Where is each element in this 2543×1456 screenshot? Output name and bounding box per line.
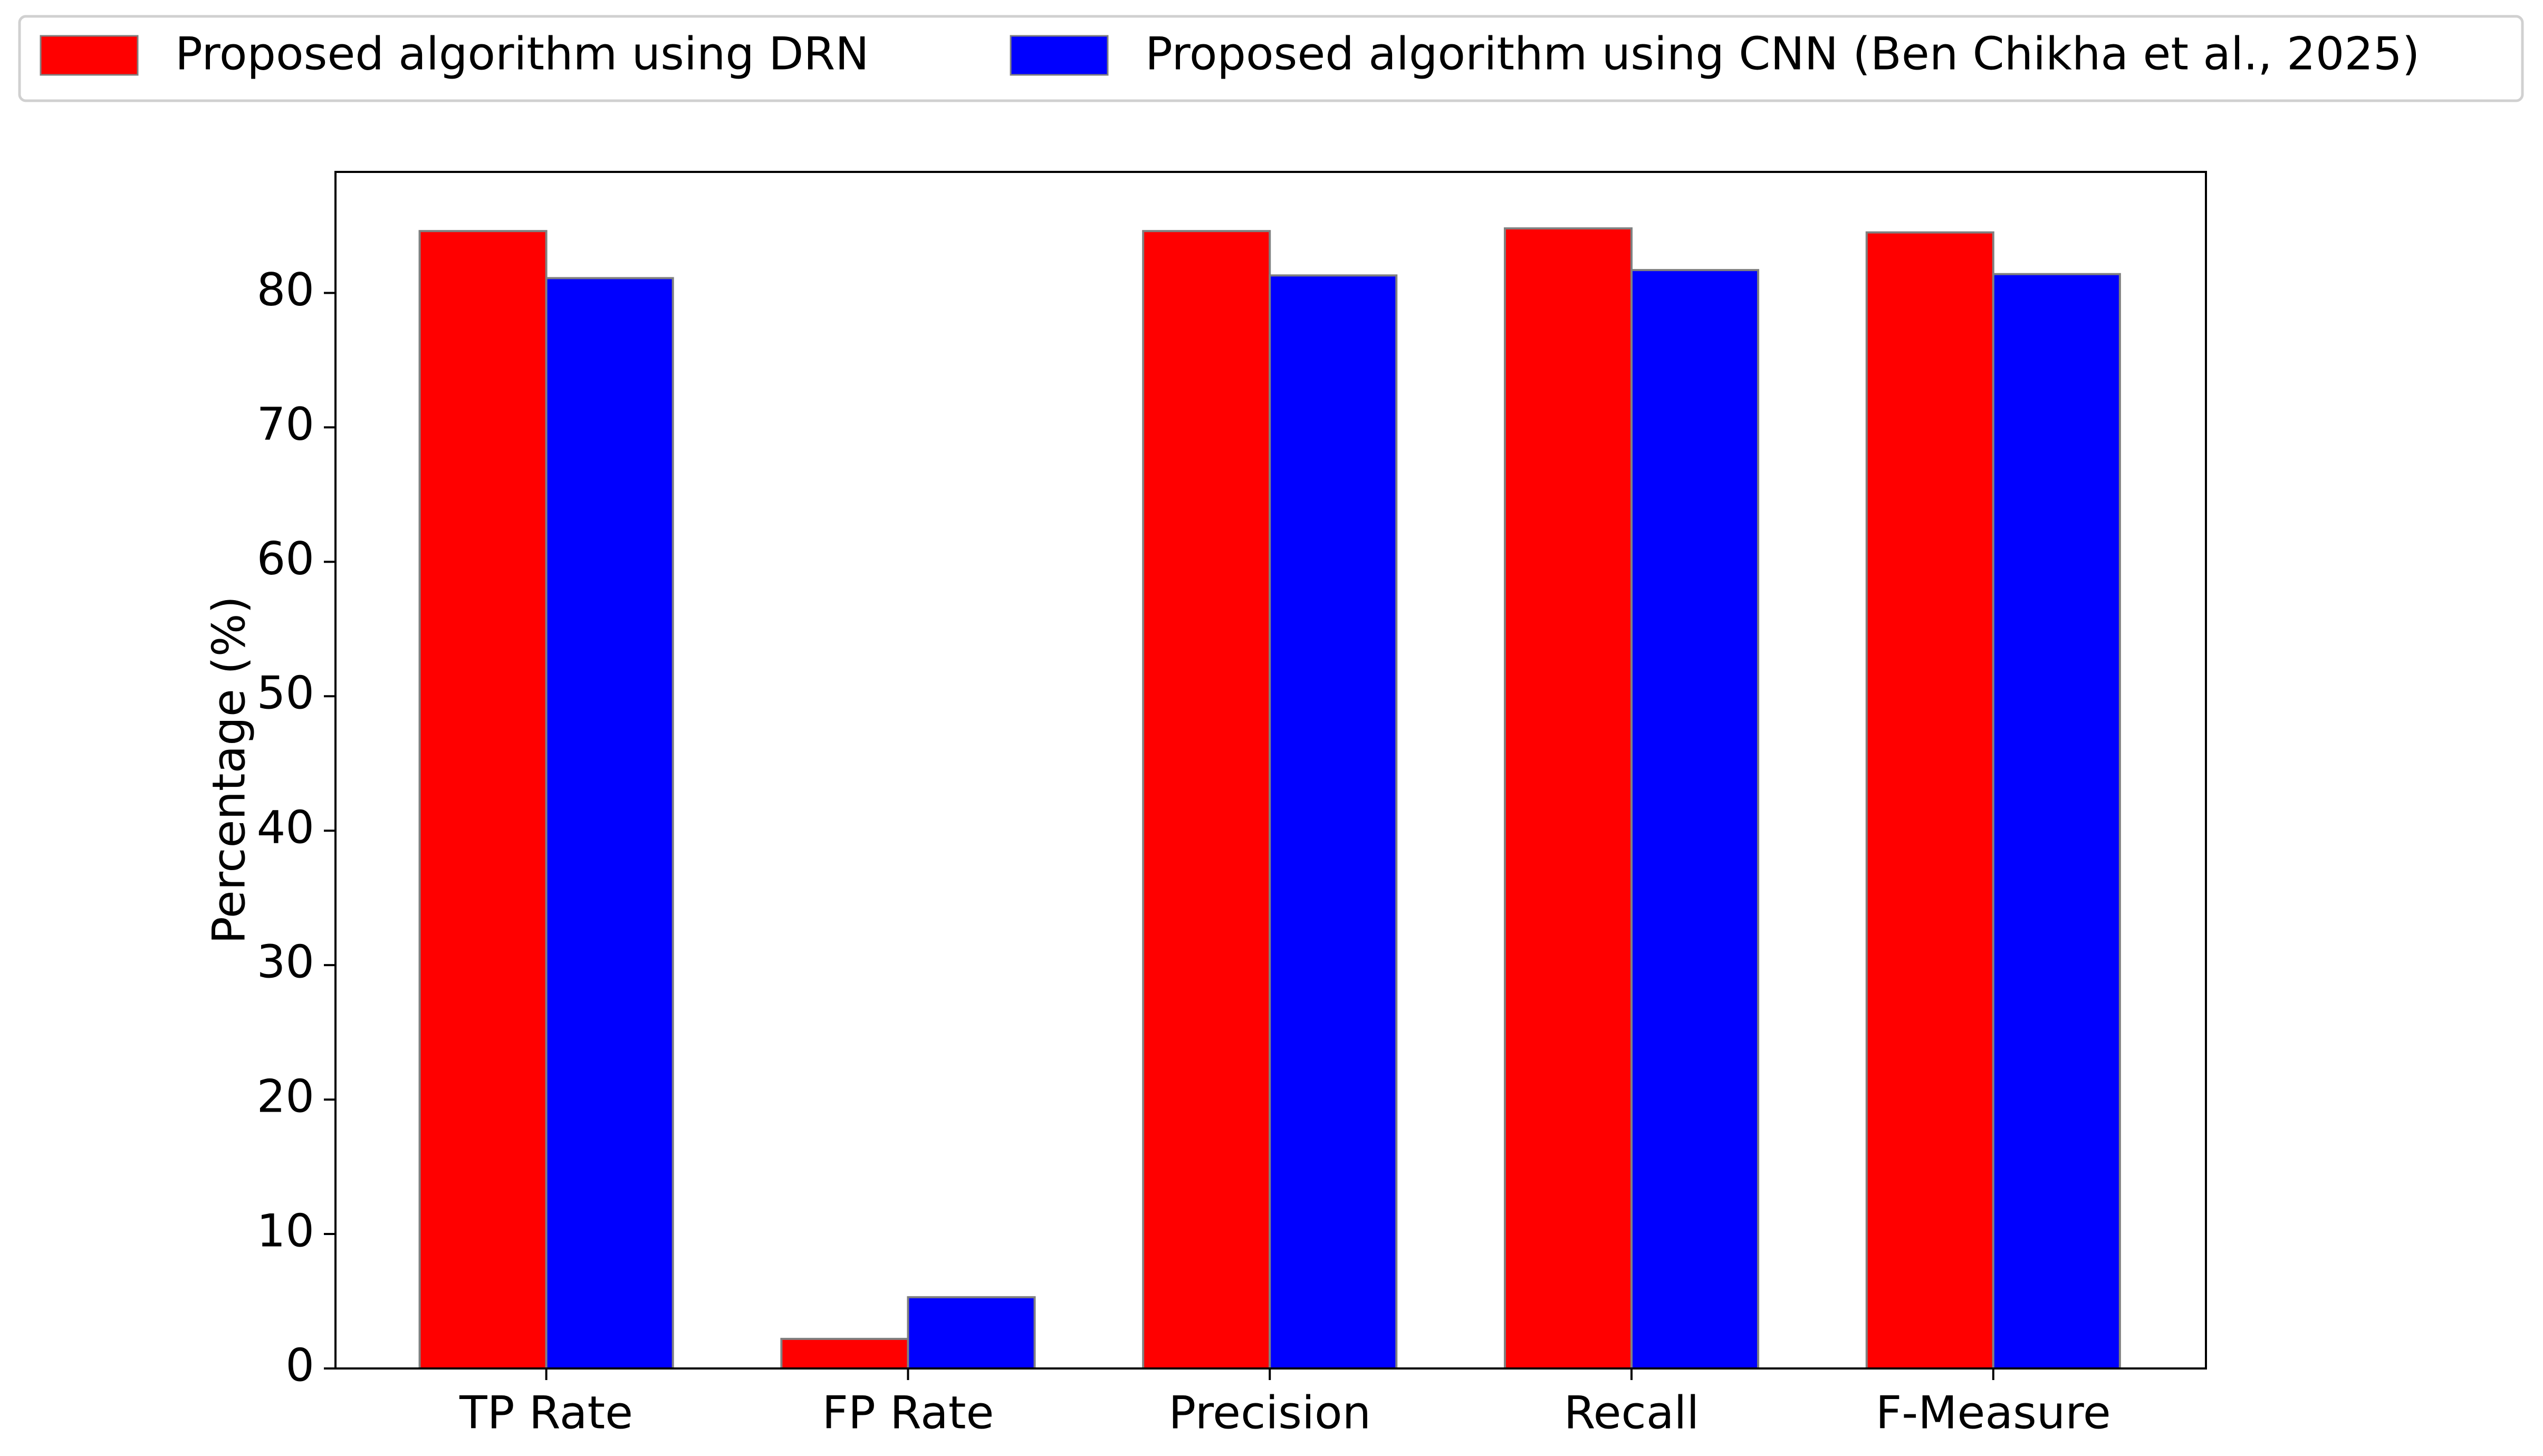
- bar: [1269, 274, 1398, 1370]
- x-tick-label: Recall: [1564, 1386, 1700, 1439]
- legend-swatch: [40, 35, 139, 76]
- y-tick-label: 70: [257, 398, 314, 451]
- plot-frame: [334, 171, 2207, 1370]
- y-tick-label: 40: [257, 802, 314, 854]
- legend-box: [18, 15, 2524, 102]
- y-tick-label: 0: [285, 1339, 314, 1392]
- bar: [1503, 227, 1633, 1370]
- y-axis-label: Percentage (%): [203, 596, 255, 944]
- bar: [780, 1337, 909, 1370]
- y-tick-label: 20: [257, 1071, 314, 1123]
- x-tick-label: TP Rate: [459, 1386, 633, 1439]
- bar: [545, 277, 674, 1370]
- x-tick-label: Precision: [1168, 1386, 1371, 1439]
- legend-swatch: [1010, 35, 1109, 76]
- y-tick-label: 10: [257, 1204, 314, 1257]
- y-tick-label: 30: [257, 936, 314, 989]
- legend-label: Proposed algorithm using CNN (Ben Chikha…: [1145, 27, 2420, 80]
- bar: [1142, 230, 1271, 1370]
- bar: [1992, 273, 2121, 1370]
- y-tick-label: 60: [257, 533, 314, 585]
- y-tick-label: 50: [257, 667, 314, 720]
- bar: [418, 230, 548, 1370]
- bar: [1630, 269, 1760, 1370]
- x-tick-label: F-Measure: [1876, 1386, 2111, 1439]
- x-tick-label: FP Rate: [822, 1386, 994, 1439]
- bar: [907, 1296, 1036, 1370]
- bar: [1865, 231, 1994, 1370]
- y-tick-label: 80: [257, 264, 314, 316]
- legend-label: Proposed algorithm using DRN: [175, 27, 869, 80]
